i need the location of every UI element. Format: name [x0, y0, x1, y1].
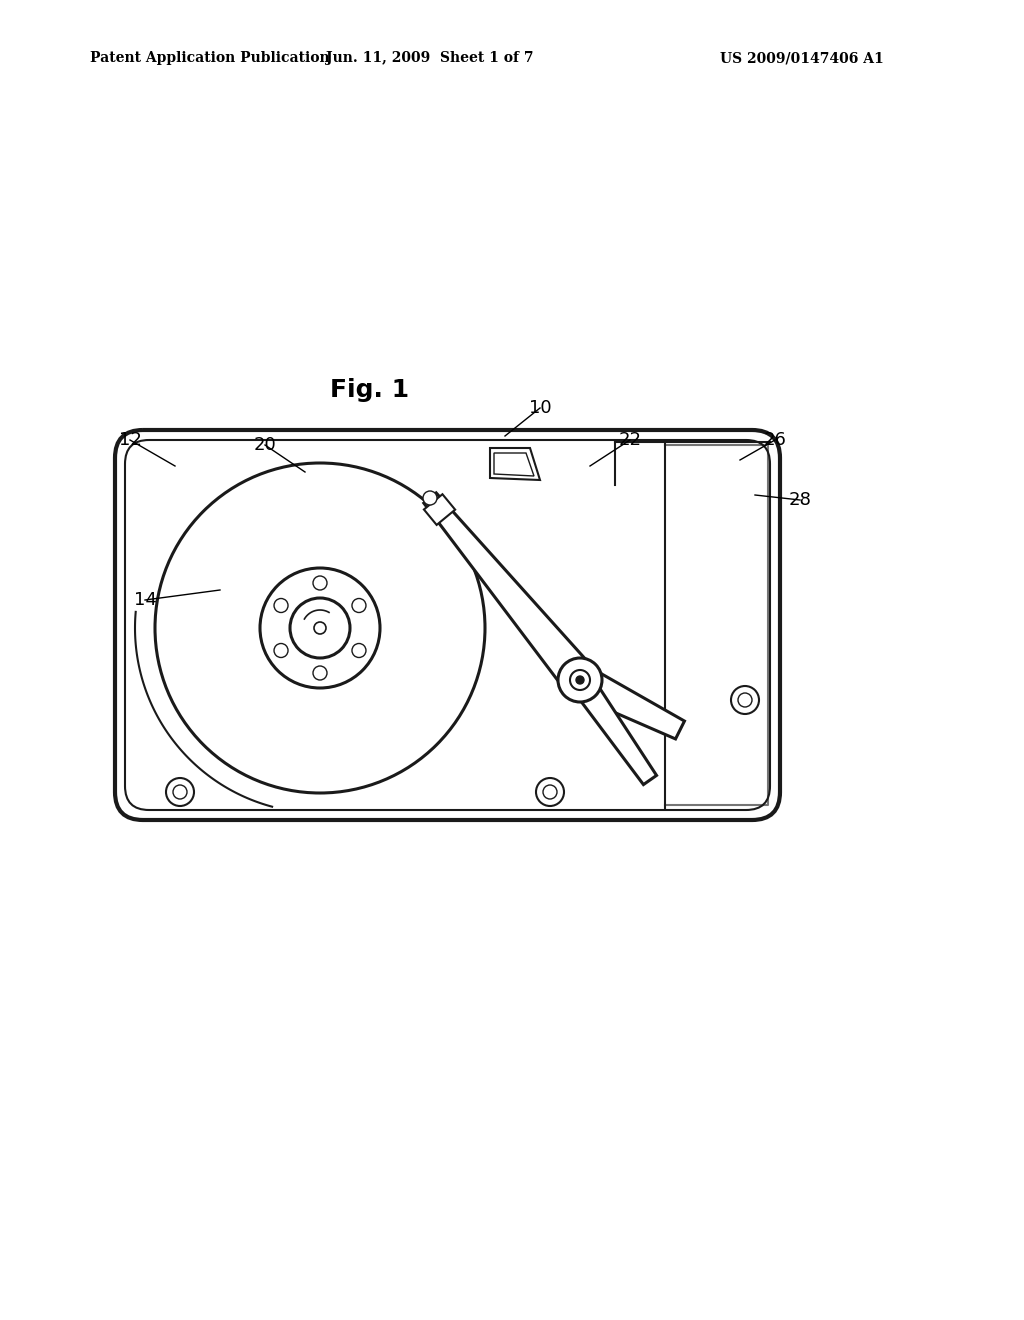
Circle shape — [313, 667, 327, 680]
Circle shape — [536, 777, 564, 807]
Circle shape — [738, 693, 752, 708]
Circle shape — [352, 598, 366, 612]
Circle shape — [274, 598, 288, 612]
Polygon shape — [424, 492, 594, 692]
Text: 26: 26 — [764, 432, 786, 449]
Circle shape — [274, 644, 288, 657]
Circle shape — [575, 676, 584, 684]
Circle shape — [731, 686, 759, 714]
Text: US 2009/0147406 A1: US 2009/0147406 A1 — [720, 51, 884, 65]
Circle shape — [570, 671, 590, 690]
Text: Jun. 11, 2009  Sheet 1 of 7: Jun. 11, 2009 Sheet 1 of 7 — [327, 51, 534, 65]
Polygon shape — [490, 447, 540, 480]
Text: 10: 10 — [528, 399, 551, 417]
Text: 14: 14 — [133, 591, 157, 609]
Circle shape — [313, 576, 327, 590]
Text: Patent Application Publication: Patent Application Publication — [90, 51, 330, 65]
Text: 12: 12 — [119, 432, 141, 449]
Circle shape — [260, 568, 380, 688]
Circle shape — [166, 777, 194, 807]
Polygon shape — [424, 494, 455, 525]
PathPatch shape — [115, 430, 780, 820]
Circle shape — [352, 644, 366, 657]
Polygon shape — [570, 673, 656, 784]
Circle shape — [290, 598, 350, 657]
Polygon shape — [572, 665, 684, 739]
Text: 20: 20 — [254, 436, 276, 454]
Circle shape — [558, 657, 602, 702]
Text: 28: 28 — [788, 491, 811, 510]
Text: Fig. 1: Fig. 1 — [331, 378, 410, 403]
Text: 22: 22 — [618, 432, 641, 449]
Circle shape — [423, 491, 437, 506]
Circle shape — [543, 785, 557, 799]
Circle shape — [173, 785, 187, 799]
Circle shape — [155, 463, 485, 793]
Circle shape — [314, 622, 326, 634]
